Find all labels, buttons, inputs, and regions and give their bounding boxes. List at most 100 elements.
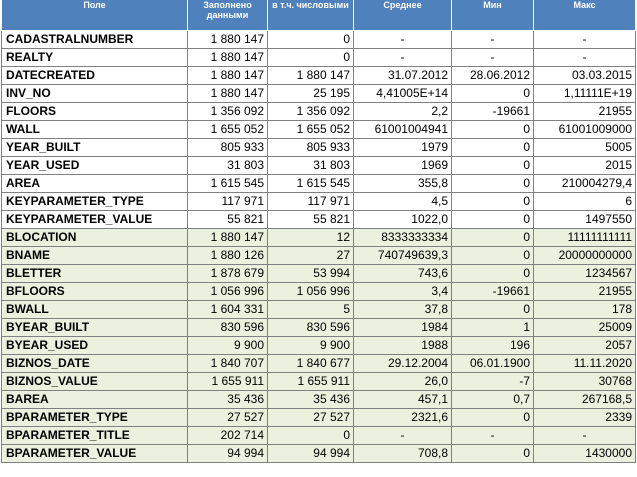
min-cell: 0,7: [451, 390, 534, 409]
field-name-cell: BPARAMETER_VALUE: [1, 444, 188, 463]
numeric-count-cell: 35 436: [267, 390, 354, 409]
max-cell: -: [533, 426, 636, 445]
field-name-cell: BWALL: [1, 300, 188, 319]
min-cell: 06.01.1900: [451, 354, 534, 373]
filled-count-cell: 55 821: [187, 210, 268, 229]
max-cell: 1234567: [533, 264, 636, 283]
max-cell: 03.03.2015: [533, 66, 636, 85]
stats-table-container: Поле Заполнено данными в т.ч. числовыми …: [1, 0, 636, 463]
table-row: DATECREATED 1 880 147 1 880 147 31.07.2012 2…: [1, 66, 636, 85]
min-cell: 0: [451, 246, 534, 265]
field-name-cell: BNAME: [1, 246, 188, 265]
min-cell: 0: [451, 192, 534, 211]
mean-cell: 355,8: [353, 174, 452, 193]
numeric-count-cell: 830 596: [267, 318, 354, 337]
mean-cell: 3,4: [353, 282, 452, 301]
mean-cell: 457,1: [353, 390, 452, 409]
min-cell: -19661: [451, 102, 534, 121]
min-cell: -19661: [451, 282, 534, 301]
numeric-count-cell: 27 527: [267, 408, 354, 427]
max-cell: 2339: [533, 408, 636, 427]
numeric-count-cell: 12: [267, 228, 354, 247]
mean-cell: -: [353, 48, 452, 67]
field-name-cell: CADASTRALNUMBER: [1, 30, 188, 49]
numeric-count-cell: 1 655 052: [267, 120, 354, 139]
min-cell: 28.06.2012: [451, 66, 534, 85]
filled-count-cell: 1 840 707: [187, 354, 268, 373]
field-name-cell: DATECREATED: [1, 66, 188, 85]
numeric-count-cell: 94 994: [267, 444, 354, 463]
min-cell: 0: [451, 156, 534, 175]
max-cell: 21955: [533, 282, 636, 301]
table-header: Поле Заполнено данными в т.ч. числовыми …: [1, 0, 636, 31]
header-row: Поле Заполнено данными в т.ч. числовыми …: [1, 0, 636, 31]
filled-count-cell: 1 655 052: [187, 120, 268, 139]
mean-cell: -: [353, 30, 452, 49]
field-name-cell: WALL: [1, 120, 188, 139]
table-row: BIZNOS_DATE 1 840 707 1 840 677 29.12.2004 0…: [1, 354, 636, 373]
mean-cell: 743,6: [353, 264, 452, 283]
numeric-count-cell: 53 994: [267, 264, 354, 283]
filled-count-cell: 202 714: [187, 426, 268, 445]
max-cell: -: [533, 48, 636, 67]
filled-count-cell: 27 527: [187, 408, 268, 427]
min-cell: -7: [451, 372, 534, 391]
filled-count-cell: 805 933: [187, 138, 268, 157]
numeric-count-cell: 5: [267, 300, 354, 319]
mean-cell: 740749639,3: [353, 246, 452, 265]
table-row: BYEAR_BUILT 830 596 830 596 1984 1 25009: [1, 318, 636, 337]
mean-cell: 4,5: [353, 192, 452, 211]
mean-cell: 4,41005E+14: [353, 84, 452, 103]
table-row: CADASTRALNUMBER 1 880 147 0- - -: [1, 30, 636, 49]
mean-cell: 708,8: [353, 444, 452, 463]
field-name-cell: BLOCATION: [1, 228, 188, 247]
column-header-filled: Заполнено данными: [187, 0, 268, 31]
field-name-cell: BPARAMETER_TITLE: [1, 426, 188, 445]
max-cell: 61001009000: [533, 120, 636, 139]
field-name-cell: BIZNOS_VALUE: [1, 372, 188, 391]
min-cell: 0: [451, 408, 534, 427]
max-cell: 30768: [533, 372, 636, 391]
filled-count-cell: 1 880 147: [187, 84, 268, 103]
column-header-max: Макс: [533, 0, 636, 31]
numeric-count-cell: 805 933: [267, 138, 354, 157]
filled-count-cell: 1 880 147: [187, 30, 268, 49]
filled-count-cell: 1 056 996: [187, 282, 268, 301]
table-row: BNAME 1 880 126 27 740749639,3 0 20000000000: [1, 246, 636, 265]
max-cell: 21955: [533, 102, 636, 121]
table-row: BWALL 1 604 331 5 37,8 0 178: [1, 300, 636, 319]
table-row: INV_NO 1 880 147 25 195 4,41005E+14 0 1,11111…: [1, 84, 636, 103]
table-body: CADASTRALNUMBER 1 880 147 0- - - REALTY 1 880 …: [1, 30, 636, 463]
filled-count-cell: 1 880 126: [187, 246, 268, 265]
field-name-cell: KEYPARAMETER_VALUE: [1, 210, 188, 229]
field-name-cell: BYEAR_BUILT: [1, 318, 188, 337]
numeric-count-cell: 0: [267, 426, 354, 445]
field-name-cell: BIZNOS_DATE: [1, 354, 188, 373]
max-cell: 2015: [533, 156, 636, 175]
field-name-cell: BPARAMETER_TYPE: [1, 408, 188, 427]
mean-cell: 8333333334: [353, 228, 452, 247]
min-cell: 0: [451, 174, 534, 193]
max-cell: 1430000: [533, 444, 636, 463]
table-row: BFLOORS 1 056 996 1 056 996 3,4 -19661 21955: [1, 282, 636, 301]
filled-count-cell: 1 356 092: [187, 102, 268, 121]
max-cell: 178: [533, 300, 636, 319]
table-row: YEAR_BUILT 805 933 805 933 1979 0 5005: [1, 138, 636, 157]
field-name-cell: REALTY: [1, 48, 188, 67]
field-name-cell: BAREA: [1, 390, 188, 409]
mean-cell: 2,2: [353, 102, 452, 121]
table-row: BPARAMETER_TYPE 27 527 27 527 2321,6 0 2339: [1, 408, 636, 427]
filled-count-cell: 9 900: [187, 336, 268, 355]
numeric-count-cell: 0: [267, 30, 354, 49]
table-row: KEYPARAMETER_TYPE 117 971 117 971 4,5 0 6: [1, 192, 636, 211]
numeric-count-cell: 27: [267, 246, 354, 265]
numeric-count-cell: 55 821: [267, 210, 354, 229]
min-cell: 0: [451, 84, 534, 103]
min-cell: 0: [451, 300, 534, 319]
field-name-cell: BFLOORS: [1, 282, 188, 301]
min-cell: 196: [451, 336, 534, 355]
max-cell: 6: [533, 192, 636, 211]
filled-count-cell: 1 880 147: [187, 228, 268, 247]
mean-cell: 31.07.2012: [353, 66, 452, 85]
table-row: BAREA 35 436 35 436 457,1 0,7 267168,5: [1, 390, 636, 409]
